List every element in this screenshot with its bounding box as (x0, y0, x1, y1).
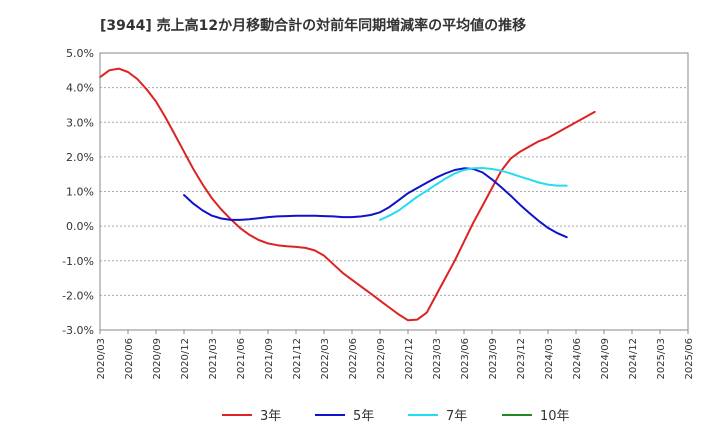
x-tick-label: 2025/03 (656, 338, 667, 380)
x-tick-label: 2021/09 (264, 338, 275, 380)
series-line-7年 (379, 167, 568, 221)
x-tick-label: 2021/06 (236, 338, 247, 380)
x-tick-label: 2025/06 (684, 338, 695, 380)
x-tick-label: 2020/06 (124, 338, 135, 380)
x-tick-label: 2022/06 (348, 338, 359, 380)
x-tick-label: 2020/12 (180, 338, 191, 380)
y-tick-label: -1.0% (62, 255, 94, 268)
x-tick-label: 2024/09 (600, 338, 611, 380)
chart-title: [3944] 売上高12か月移動合計の対前年同期増減率の平均値の推移 (100, 17, 526, 34)
series-lines (99, 67, 596, 322)
x-tick-label: 2021/03 (208, 338, 219, 380)
legend-label: 7年 (446, 409, 467, 424)
x-tick-label: 2021/12 (292, 338, 303, 380)
series-line-3年 (99, 67, 596, 322)
x-tick-label: 2022/03 (320, 338, 331, 380)
x-tick-label: 2023/03 (432, 338, 443, 380)
x-tick-label: 2023/09 (488, 338, 499, 380)
legend-label: 10年 (540, 409, 570, 424)
y-tick-label: 5.0% (66, 47, 94, 60)
grid-lines (100, 52, 688, 331)
x-tick-label: 2020/09 (152, 338, 163, 380)
x-tick-label: 2020/03 (96, 338, 107, 380)
x-tick-label: 2022/09 (376, 338, 387, 380)
x-tick-label: 2023/12 (516, 338, 527, 380)
x-tick-label: 2024/06 (572, 338, 583, 380)
x-axis-ticks: 2020/03 2020/06 2020/09 2020/12 2021/03 2021/… (96, 330, 695, 380)
y-tick-label: 0.0% (66, 220, 94, 233)
y-tick-label: -2.0% (62, 289, 94, 302)
x-tick-label: 2022/12 (404, 338, 415, 380)
y-axis-ticks: 5.0% 4.0% 3.0% 2.0% 1.0% 0.0% -1.0% -2.0% -3.0% (62, 47, 94, 337)
x-tick-label: 2024/12 (628, 338, 639, 380)
x-tick-label: 2024/03 (544, 338, 555, 380)
series-line-5年 (183, 167, 568, 239)
legend-label: 3年 (260, 409, 281, 424)
y-tick-label: 4.0% (66, 82, 94, 95)
legend-label: 5年 (353, 409, 374, 424)
plot-frame (99, 52, 689, 331)
y-tick-label: 1.0% (66, 186, 94, 199)
y-tick-label: 2.0% (66, 151, 94, 164)
x-tick-label: 2023/06 (460, 338, 471, 380)
legend: 3年 5年 7年 10年 (222, 409, 570, 424)
y-tick-label: -3.0% (62, 324, 94, 337)
y-tick-label: 3.0% (66, 116, 94, 129)
